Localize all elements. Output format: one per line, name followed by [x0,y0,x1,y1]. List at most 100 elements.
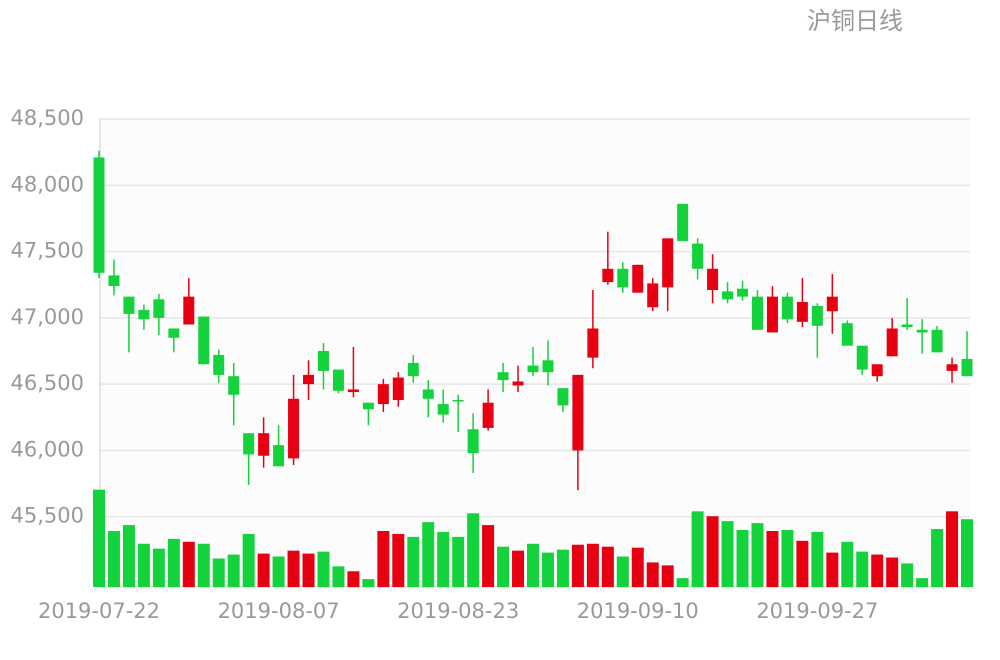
volume-bar [586,543,599,587]
y-tick-label: 47,000 [11,305,84,329]
volume-bar [826,552,839,587]
candle-body [826,296,838,312]
volume-bar [871,554,884,587]
candle-body [108,275,120,287]
volume-bar [227,554,240,587]
volume-bar [676,578,689,587]
volume-bar [437,531,450,587]
volume-bar [182,541,195,587]
x-tick-label: 2019-07-22 [38,599,160,623]
candle-body [452,400,464,402]
candle-body [213,354,225,375]
candle-body [572,374,584,451]
volume-bar [736,529,749,587]
candle-body [422,389,434,399]
candle-body [916,329,928,333]
candle-body [662,238,674,288]
candle-body [946,364,958,371]
volume-bar [422,522,435,587]
volume-bar [242,533,255,587]
candle-body [183,296,195,325]
candle-body [632,264,644,293]
volume-bar [916,578,929,587]
candle-body [707,268,719,291]
volume-bar [407,536,420,587]
candle-body [228,376,240,395]
candle-body [168,328,180,338]
volume-bar [811,531,824,587]
volume-bar [527,543,539,587]
volume-bar [946,511,959,587]
volume-bar [167,538,180,587]
candle-body [467,429,479,454]
volume-bar [856,551,869,587]
volume-bar [931,529,944,587]
candle-body [617,268,629,288]
volume-bar [332,566,345,587]
volume-bar [107,530,120,587]
volume-bar [347,571,360,587]
candle-body [512,381,524,386]
candle-body [841,323,853,346]
volume-bar [197,543,210,587]
candle-body [362,402,374,410]
y-tick-label: 45,500 [11,504,84,528]
candle-body [497,372,509,381]
volume-bar [93,489,105,587]
y-tick-label: 48,500 [11,106,84,130]
volume-bar [541,552,554,587]
candle-body [273,445,285,467]
candle-body [377,384,389,405]
x-tick-label: 2019-09-27 [756,599,878,623]
volume-bar [796,540,809,587]
x-tick-label: 2019-08-07 [218,599,340,623]
volume-bar [257,553,270,587]
candle-body [931,329,943,353]
volume-bar [497,546,510,587]
candle-body [811,305,823,326]
candle-body [856,345,868,370]
volume-bar [556,549,569,587]
y-tick-label: 46,000 [11,437,84,461]
volume-bar [287,550,300,587]
volume-bar [616,556,629,587]
candle-body [886,328,898,357]
volume-bar [317,551,330,587]
candle-body [288,398,300,459]
candle-body [796,301,808,322]
candle-body [392,377,404,401]
volume-bar [512,550,525,587]
candle-body [602,268,614,283]
volume-bar [272,556,285,587]
volume-bar [886,557,899,587]
volume-bar [841,541,854,587]
volume-bar [302,553,315,587]
volume-bar [766,530,779,587]
candle-body [347,389,359,393]
volume-bar [377,530,390,587]
candle-body [437,404,449,415]
volume-bar [601,546,614,587]
volume-bar [452,536,465,587]
y-tick-label: 47,500 [11,239,84,263]
volume-bar [751,523,764,587]
x-tick-label: 2019-09-10 [577,599,699,623]
candle-body [692,243,704,269]
candle-body [198,316,210,365]
volume-bar [482,525,495,587]
volume-bar [631,547,644,587]
volume-bar [781,529,794,587]
volume-bar [122,525,135,587]
candle-body [737,288,749,297]
candle-body [138,309,150,320]
volume-bar [137,543,150,587]
volume-bar [362,579,375,587]
volume-bar [571,544,584,587]
candle-body [407,362,419,377]
candle-body [303,374,315,385]
candle-body [557,388,569,406]
volume-bar [706,516,719,587]
candle-body [153,299,165,318]
volume-bar [212,558,225,587]
